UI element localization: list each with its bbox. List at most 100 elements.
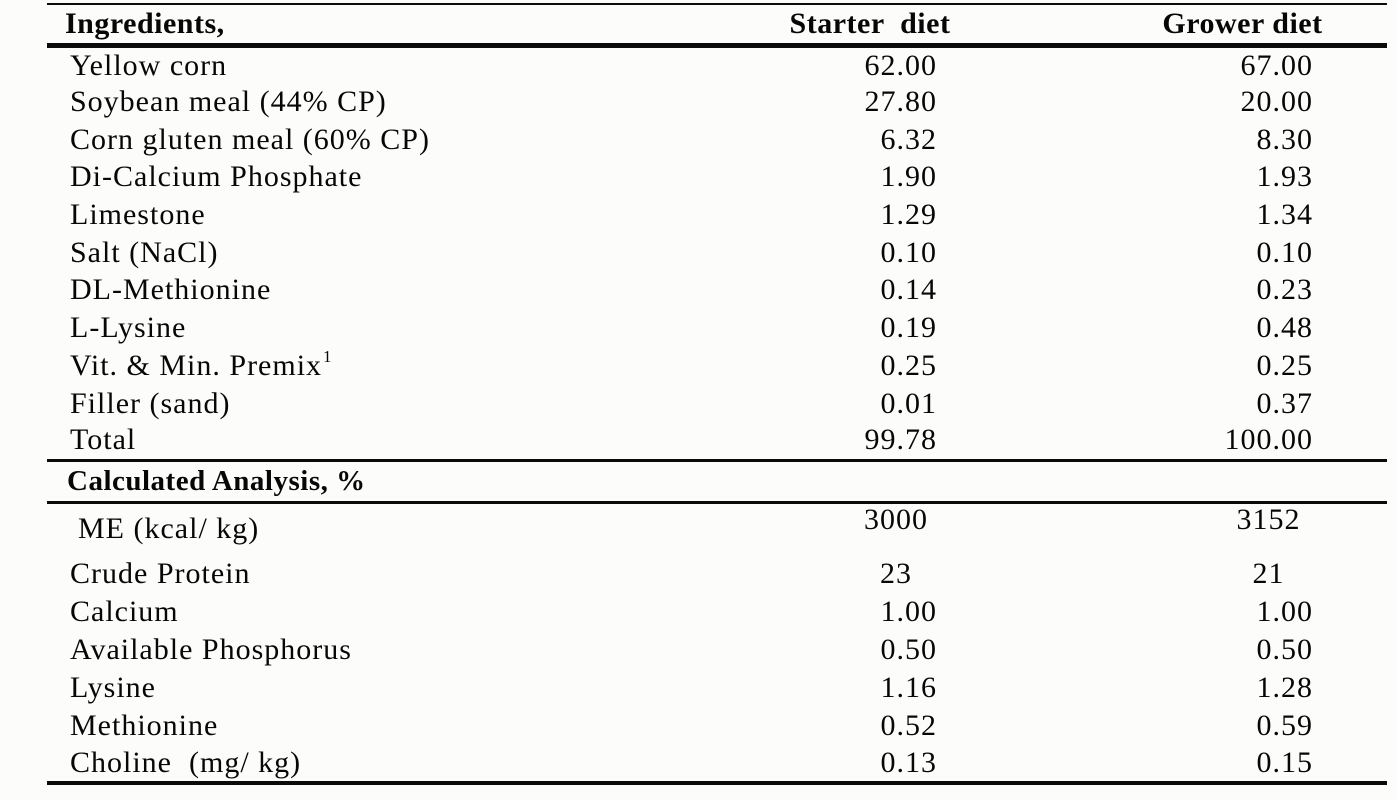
column-spacer bbox=[957, 669, 1152, 707]
value-text: 100.00 bbox=[1224, 423, 1313, 457]
value-text: 1.28 bbox=[1256, 671, 1313, 705]
starter-value: 0.01 bbox=[783, 385, 957, 423]
starter-value: 0.50 bbox=[783, 631, 957, 669]
value-text: 20.00 bbox=[1240, 85, 1313, 119]
starter-value: 0.14 bbox=[783, 272, 957, 310]
starter-value: 6.32 bbox=[783, 121, 957, 159]
value-text: 3152 bbox=[1236, 503, 1301, 537]
table-row: Salt (NaCl) 0.10 0.10 bbox=[47, 234, 1387, 272]
grower-value: 3152 bbox=[1152, 502, 1333, 555]
starter-value: 3000 bbox=[783, 502, 957, 555]
starter-value: 62.00 bbox=[783, 46, 957, 84]
value-text: 0.01 bbox=[880, 386, 937, 420]
table-row: Methionine 0.52 0.59 bbox=[47, 707, 1387, 745]
value-text: 21 bbox=[1252, 557, 1285, 591]
column-spacer bbox=[1333, 593, 1387, 631]
value-text: 0.37 bbox=[1256, 386, 1313, 420]
value-text: 0.48 bbox=[1256, 311, 1313, 345]
row-label: Total bbox=[70, 423, 137, 457]
column-spacer bbox=[1333, 631, 1387, 669]
value-text: 0.59 bbox=[1256, 709, 1313, 743]
header-spacer bbox=[957, 4, 1152, 48]
column-header-ingredients: Ingredients, bbox=[47, 4, 783, 48]
value-text: 1.00 bbox=[880, 595, 937, 629]
row-label: Salt (NaCl) bbox=[70, 235, 219, 269]
row-label: Crude Protein bbox=[70, 557, 251, 591]
grower-value: 1.00 bbox=[1152, 593, 1333, 631]
value-text: 0.25 bbox=[1256, 348, 1313, 382]
value-text: 3000 bbox=[864, 503, 928, 537]
column-spacer bbox=[957, 121, 1152, 159]
row-label: L-Lysine bbox=[70, 311, 187, 345]
value-text: 8.30 bbox=[1256, 122, 1313, 156]
row-label: Calcium bbox=[70, 595, 179, 629]
table-row: L-Lysine 0.19 0.48 bbox=[47, 309, 1387, 347]
column-spacer bbox=[957, 707, 1152, 745]
column-spacer bbox=[957, 555, 1152, 593]
column-spacer bbox=[1333, 555, 1387, 593]
column-spacer bbox=[1333, 196, 1387, 234]
value-text: 0.19 bbox=[880, 311, 937, 345]
column-spacer bbox=[957, 631, 1152, 669]
value-text: 99.78 bbox=[864, 423, 937, 457]
value-text: 0.50 bbox=[1256, 633, 1313, 667]
starter-value: 0.52 bbox=[783, 707, 957, 745]
column-spacer bbox=[1333, 159, 1387, 197]
value-text: 0.25 bbox=[880, 348, 937, 382]
table-row: Soybean meal (44% CP) 27.80 20.00 bbox=[47, 83, 1387, 121]
column-spacer bbox=[957, 502, 1152, 555]
column-spacer bbox=[957, 272, 1152, 310]
value-text: 1.29 bbox=[880, 198, 937, 232]
value-text: 0.14 bbox=[880, 273, 937, 307]
header-spacer bbox=[1333, 4, 1387, 48]
table-row: Yellow corn 62.00 67.00 bbox=[47, 46, 1387, 84]
grower-value: 8.30 bbox=[1152, 121, 1333, 159]
column-spacer bbox=[1333, 234, 1387, 272]
value-text: 0.15 bbox=[1256, 746, 1313, 780]
grower-value: 0.23 bbox=[1152, 272, 1333, 310]
grower-value: 0.15 bbox=[1152, 745, 1333, 783]
row-label: Lysine bbox=[70, 671, 156, 705]
column-spacer bbox=[957, 234, 1152, 272]
row-label: Corn gluten meal (60% CP) bbox=[70, 122, 430, 156]
grower-value: 100.00 bbox=[1152, 422, 1333, 460]
table-row: Choline (mg/ kg) 0.13 0.15 bbox=[47, 745, 1387, 783]
table-row: Vit. & Min. Premix1 0.25 0.25 bbox=[47, 347, 1387, 385]
starter-value: 0.10 bbox=[783, 234, 957, 272]
footnote-marker: 1 bbox=[323, 346, 332, 366]
starter-value: 0.19 bbox=[783, 309, 957, 347]
value-text: 0.50 bbox=[880, 633, 937, 667]
grower-value: 0.25 bbox=[1152, 347, 1333, 385]
value-text: 6.32 bbox=[880, 122, 937, 156]
column-spacer bbox=[957, 83, 1152, 121]
grower-value: 0.50 bbox=[1152, 631, 1333, 669]
starter-value: 99.78 bbox=[783, 422, 957, 460]
value-text: 62.00 bbox=[864, 48, 937, 82]
column-spacer bbox=[1333, 46, 1387, 84]
column-spacer bbox=[1333, 669, 1387, 707]
value-text: 1.93 bbox=[1256, 160, 1313, 194]
value-text: 1.00 bbox=[1256, 595, 1313, 629]
value-text: 0.10 bbox=[880, 235, 937, 269]
value-text: 1.34 bbox=[1256, 198, 1313, 232]
value-text: 0.23 bbox=[1256, 273, 1313, 307]
starter-value: 0.25 bbox=[783, 347, 957, 385]
column-spacer bbox=[1333, 385, 1387, 423]
column-spacer bbox=[957, 593, 1152, 631]
table-row: Calcium 1.00 1.00 bbox=[47, 593, 1387, 631]
table-row: Available Phosphorus 0.50 0.50 bbox=[47, 631, 1387, 669]
paper-table-sheet: Ingredients, Starter diet Grower diet Ye… bbox=[47, 3, 1387, 786]
grower-value: 1.93 bbox=[1152, 159, 1333, 197]
row-label: Filler (sand) bbox=[70, 386, 231, 420]
diet-composition-table: Ingredients, Starter diet Grower diet Ye… bbox=[47, 3, 1387, 786]
column-spacer bbox=[957, 385, 1152, 423]
value-text: 27.80 bbox=[864, 85, 937, 119]
starter-value: 1.29 bbox=[783, 196, 957, 234]
table-row: Total 99.78 100.00 bbox=[47, 422, 1387, 460]
starter-value: 23 bbox=[783, 555, 957, 593]
column-spacer bbox=[1333, 309, 1387, 347]
column-spacer bbox=[1333, 502, 1387, 555]
column-header-starter-diet: Starter diet bbox=[783, 4, 957, 48]
value-text: 0.13 bbox=[880, 746, 937, 780]
column-spacer bbox=[957, 745, 1152, 783]
